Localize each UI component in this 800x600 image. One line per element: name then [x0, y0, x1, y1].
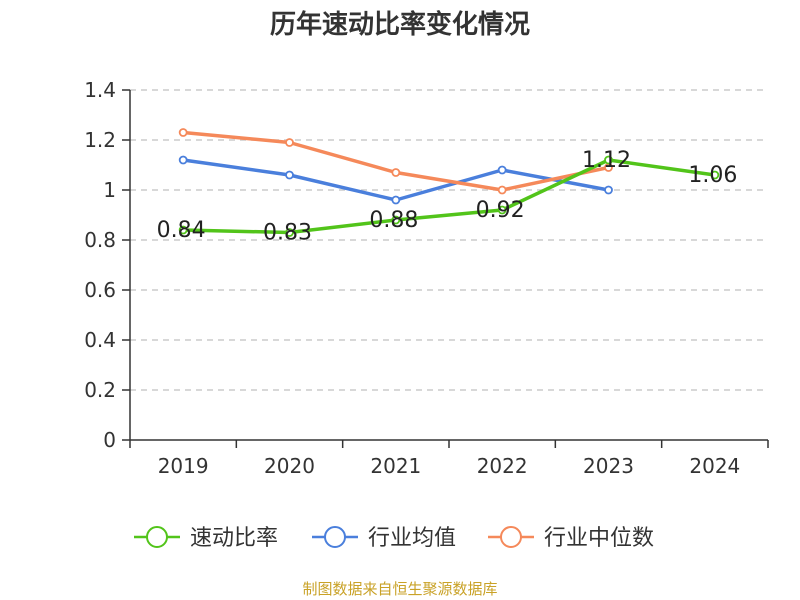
data-point — [178, 128, 188, 137]
series-line — [183, 158, 716, 235]
y-tick-label: 1.4 — [84, 78, 116, 102]
source-note: 制图数据来自恒生聚源数据库 — [302, 580, 497, 598]
series-line — [183, 130, 609, 192]
data-point — [497, 205, 507, 215]
data-label: 0.92 — [476, 198, 525, 223]
legend-marker-icon — [324, 526, 346, 548]
data-point — [710, 170, 720, 180]
y-tick-label: 1.2 — [84, 128, 116, 152]
data-point — [391, 215, 401, 225]
data-point — [285, 170, 294, 180]
data-point — [497, 185, 507, 195]
legend-label: 速动比率 — [190, 526, 278, 551]
legend-label: 行业中位数 — [544, 526, 654, 551]
data-point — [604, 155, 613, 165]
data-point — [604, 185, 613, 195]
x-tick-label: 2021 — [370, 454, 421, 478]
legend-marker-icon — [146, 526, 168, 548]
y-tick-label: 0.2 — [84, 378, 116, 402]
legend-item[interactable]: 行业中位数 — [488, 526, 654, 551]
y-tick-label: 0.6 — [84, 278, 116, 302]
data-point — [285, 138, 294, 147]
x-tick-label: 2019 — [158, 454, 209, 478]
legend-item[interactable]: 速动比率 — [134, 526, 278, 551]
data-point — [497, 165, 507, 175]
data-point — [391, 195, 401, 205]
x-tick-label: 2023 — [583, 454, 634, 478]
grid — [130, 89, 768, 391]
data-point — [178, 225, 188, 235]
y-tick-label: 0 — [103, 428, 116, 452]
data-label: 0.83 — [263, 221, 312, 246]
y-tick-label: 0.8 — [84, 228, 116, 252]
data-point — [285, 228, 294, 237]
legend[interactable]: 速动比率 行业均值 行业中位数 — [134, 526, 654, 551]
chart-title: 历年速动比率变化情况 — [270, 9, 530, 40]
legend-label: 行业均值 — [368, 526, 456, 551]
axes: 0 0.2 0.4 0.6 0.8 1 1.2 1.4 2019 2020 2021 2022 2023… — [84, 78, 769, 478]
data-labels: 0.84 0.83 0.88 0.92 1.12 1.06 — [157, 148, 738, 246]
data-label: 1.06 — [688, 163, 737, 188]
x-tick-label: 2024 — [689, 454, 740, 478]
legend-item[interactable]: 行业均值 — [312, 526, 456, 551]
series-group — [178, 128, 720, 237]
data-label: 1.12 — [582, 148, 631, 173]
data-point — [391, 168, 401, 177]
y-tick-label: 1 — [103, 178, 116, 202]
x-tick-label: 2020 — [264, 454, 315, 478]
data-label: 0.84 — [157, 218, 206, 243]
x-tick-label: 2022 — [477, 454, 528, 478]
data-label: 0.88 — [369, 208, 418, 233]
y-tick-label: 0.4 — [84, 328, 116, 352]
data-point — [178, 155, 188, 165]
legend-marker-icon — [500, 526, 522, 548]
